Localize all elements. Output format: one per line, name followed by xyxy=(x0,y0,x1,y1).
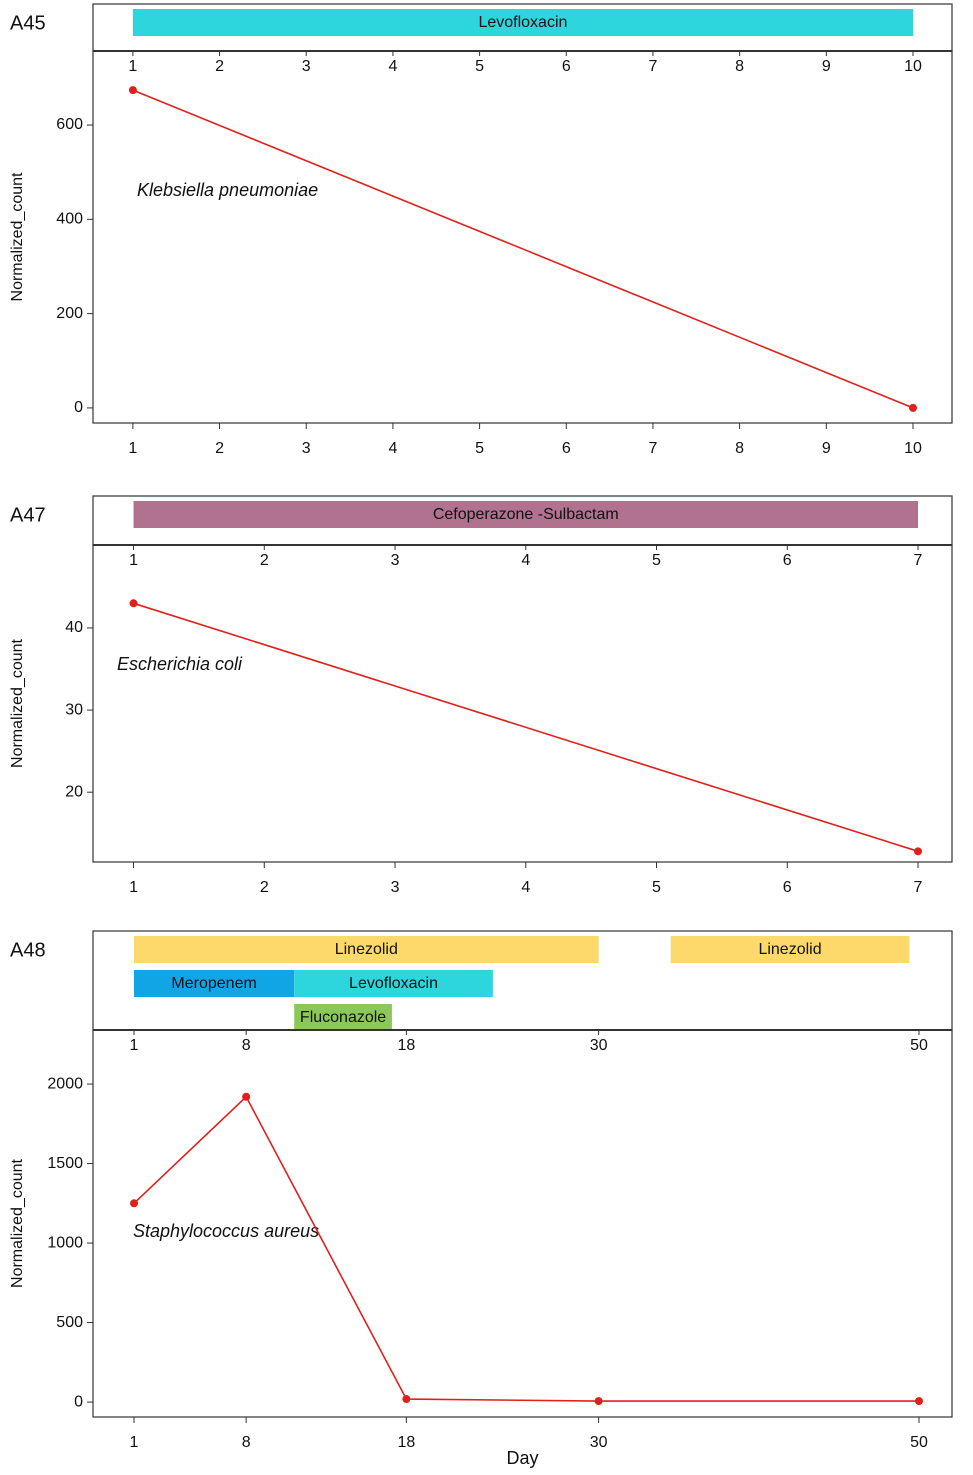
data-point xyxy=(129,599,138,608)
y-tick-label: 1000 xyxy=(47,1234,83,1251)
treatment-bar xyxy=(294,970,493,997)
y-tick-label: 600 xyxy=(56,116,83,133)
treatment-name: Fluconazole xyxy=(300,1009,386,1026)
top-tick-label: 3 xyxy=(302,58,311,75)
x-tick-label: 1 xyxy=(130,1434,139,1451)
x-tick-label: 50 xyxy=(910,1434,928,1451)
data-point xyxy=(594,1397,603,1406)
data-line xyxy=(132,89,914,409)
treatment-bar xyxy=(670,936,910,963)
y-tick-label: 200 xyxy=(56,305,83,322)
y-axis-label: Normalized_count xyxy=(9,1158,26,1288)
top-tick-label: 1 xyxy=(130,1037,139,1054)
x-tick-label: 2 xyxy=(260,879,269,896)
x-tick-label: 8 xyxy=(735,440,744,457)
x-tick-label: 7 xyxy=(914,879,923,896)
x-tick-label: 1 xyxy=(128,440,137,457)
y-tick-label: 0 xyxy=(74,1393,83,1410)
y-axis-label: Normalized_count xyxy=(9,638,26,768)
treatment-bar xyxy=(133,501,919,528)
top-tick-label: 1 xyxy=(128,58,137,75)
y-tick-label: 1500 xyxy=(47,1155,83,1172)
y-tick-label: 2000 xyxy=(47,1075,83,1092)
data-point xyxy=(914,1397,923,1406)
y-tick-label: 500 xyxy=(56,1314,83,1331)
top-tick-label: 1 xyxy=(129,552,138,569)
plot-frame xyxy=(92,50,953,424)
top-tick-label: 7 xyxy=(914,552,923,569)
treatment-bar xyxy=(134,936,599,963)
treatment-name: Cefoperazone -Sulbactam xyxy=(433,506,619,523)
x-tick-label: 5 xyxy=(475,440,484,457)
panel-label: A45 xyxy=(10,12,46,34)
top-tick-label: 4 xyxy=(521,552,530,569)
x-tick-label: 3 xyxy=(302,440,311,457)
top-tick-label: 8 xyxy=(242,1037,251,1054)
top-tick-label: 6 xyxy=(562,58,571,75)
y-tick-label: 0 xyxy=(74,399,83,416)
x-tick-label: 30 xyxy=(590,1434,608,1451)
y-axis-label: Normalized_count xyxy=(9,172,26,302)
data-line xyxy=(133,1095,919,1402)
x-tick-label: 4 xyxy=(521,879,530,896)
treatment-name: Levofloxacin xyxy=(349,975,438,992)
top-tick-label: 7 xyxy=(649,58,658,75)
x-tick-label: 4 xyxy=(388,440,397,457)
treatment-bar xyxy=(134,970,295,997)
top-tick-label: 4 xyxy=(388,58,397,75)
y-tick-label: 400 xyxy=(56,211,83,228)
top-tick-label: 10 xyxy=(904,58,922,75)
top-tick-label: 30 xyxy=(590,1037,608,1054)
treatment-name: Levofloxacin xyxy=(478,14,567,31)
x-tick-label: 10 xyxy=(904,440,922,457)
top-tick-label: 2 xyxy=(215,58,224,75)
data-line xyxy=(133,602,919,853)
x-tick-label: 9 xyxy=(822,440,831,457)
data-point xyxy=(242,1092,251,1101)
data-point xyxy=(914,847,923,856)
annotation: Escherichia coli xyxy=(117,654,243,674)
x-tick-label: 7 xyxy=(649,440,658,457)
x-tick-label: 1 xyxy=(129,879,138,896)
top-tick-label: 2 xyxy=(260,552,269,569)
y-tick-label: 40 xyxy=(65,619,83,636)
plot-frame xyxy=(92,544,953,863)
top-tick-label: 6 xyxy=(783,552,792,569)
x-tick-label: 18 xyxy=(397,1434,415,1451)
annotation: Staphylococcus aureus xyxy=(133,1221,319,1241)
panel-label: A48 xyxy=(10,939,46,961)
panel-label: A47 xyxy=(10,504,46,526)
top-tick-label: 50 xyxy=(910,1037,928,1054)
top-tick-label: 18 xyxy=(397,1037,415,1054)
data-point xyxy=(908,403,917,412)
x-tick-label: 6 xyxy=(562,440,571,457)
y-tick-label: 30 xyxy=(65,701,83,718)
top-tick-label: 5 xyxy=(652,552,661,569)
x-tick-label: 6 xyxy=(783,879,792,896)
top-tick-label: 8 xyxy=(735,58,744,75)
top-tick-label: 9 xyxy=(822,58,831,75)
data-point xyxy=(130,1199,139,1208)
data-point xyxy=(128,86,137,95)
treatment-name: Linezolid xyxy=(335,941,398,958)
treatment-bar xyxy=(294,1004,392,1031)
treatment-name: Meropenem xyxy=(171,975,256,992)
data-point xyxy=(402,1395,411,1404)
x-tick-label: 8 xyxy=(242,1434,251,1451)
x-tick-label: 5 xyxy=(652,879,661,896)
top-tick-label: 3 xyxy=(391,552,400,569)
treatment-name: Linezolid xyxy=(758,941,821,958)
x-tick-label: 2 xyxy=(215,440,224,457)
x-axis-label: Day xyxy=(506,1448,538,1468)
annotation: Klebsiella pneumoniae xyxy=(137,180,318,200)
y-tick-label: 20 xyxy=(65,783,83,800)
x-tick-label: 3 xyxy=(391,879,400,896)
top-tick-label: 5 xyxy=(475,58,484,75)
treatment-bar xyxy=(132,9,913,36)
